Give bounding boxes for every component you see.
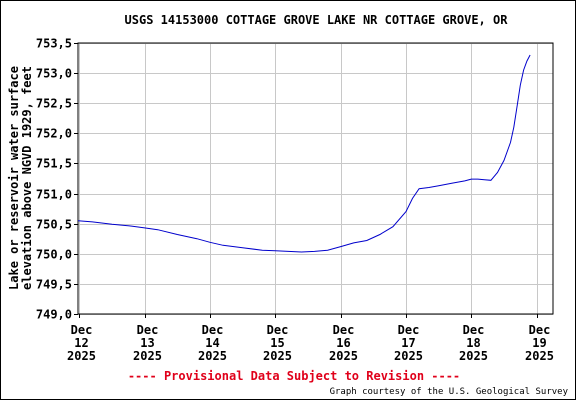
x-tick-label-line: Dec <box>333 323 355 337</box>
graph-credit: Graph courtesy of the U.S. Geological Su… <box>330 387 569 397</box>
y-tick-label: 752,5 <box>36 97 72 111</box>
x-tick-label-line: 2025 <box>263 349 292 363</box>
y-tick-label: 753,0 <box>36 67 72 81</box>
x-tick-label-line: Dec <box>137 323 159 337</box>
x-tick-label-line: Dec <box>529 323 551 337</box>
x-tick-label-line: Dec <box>398 323 420 337</box>
x-tick-label-line: Dec <box>202 323 224 337</box>
y-axis-label: Lake or reservoir water surface elevatio… <box>7 66 34 290</box>
provisional-notice: ---- Provisional Data Subject to Revisio… <box>128 369 460 383</box>
x-tick-label-line: 2025 <box>133 349 162 363</box>
y-axis-label-line-2: elevation above NGVD 1929, feet <box>20 66 34 290</box>
y-tick-label: 751,5 <box>36 157 72 171</box>
y-tick-label: 749,0 <box>36 308 72 322</box>
y-tick-label: 752,0 <box>36 127 72 141</box>
x-tick-label-line: 12 <box>74 336 88 350</box>
x-axis-ticks: Dec122025Dec132025Dec142025Dec152025Dec1… <box>67 314 554 363</box>
grid-layer <box>78 43 553 315</box>
y-axis-ticks: 753,5 753,0 752,5 752,0 751,5 751,0 750,5 750,0… <box>36 37 78 322</box>
x-tick-label-line: 18 <box>466 336 480 350</box>
x-tick-label-line: 2025 <box>67 349 96 363</box>
series-line <box>77 54 531 253</box>
y-tick-label: 750,5 <box>36 218 72 232</box>
x-tick-label-line: 14 <box>205 336 219 350</box>
y-tick-label: 749,5 <box>36 278 72 292</box>
x-tick-label-line: 17 <box>401 336 415 350</box>
x-tick-label-line: Dec <box>463 323 485 337</box>
x-tick-label-line: 2025 <box>459 349 488 363</box>
x-tick-label-line: 15 <box>270 336 284 350</box>
x-tick-label-line: 19 <box>532 336 546 350</box>
x-tick-label-line: 2025 <box>329 349 358 363</box>
x-tick-label-line: 2025 <box>525 349 554 363</box>
series-layer <box>77 54 531 253</box>
y-tick-label: 753,5 <box>36 37 72 51</box>
chart-title: USGS 14153000 COTTAGE GROVE LAKE NR COTT… <box>125 13 509 27</box>
x-tick-label-line: 13 <box>140 336 154 350</box>
y-tick-label: 750,0 <box>36 248 72 262</box>
x-tick-label-line: 16 <box>336 336 350 350</box>
x-tick-label-line: 2025 <box>394 349 423 363</box>
y-tick-label: 751,0 <box>36 188 72 202</box>
plot-area <box>77 42 554 315</box>
x-tick-label-line: Dec <box>267 323 289 337</box>
x-tick-label-line: Dec <box>71 323 93 337</box>
x-tick-label-line: 2025 <box>198 349 227 363</box>
y-axis-label-line-1: Lake or reservoir water surface <box>7 66 21 290</box>
